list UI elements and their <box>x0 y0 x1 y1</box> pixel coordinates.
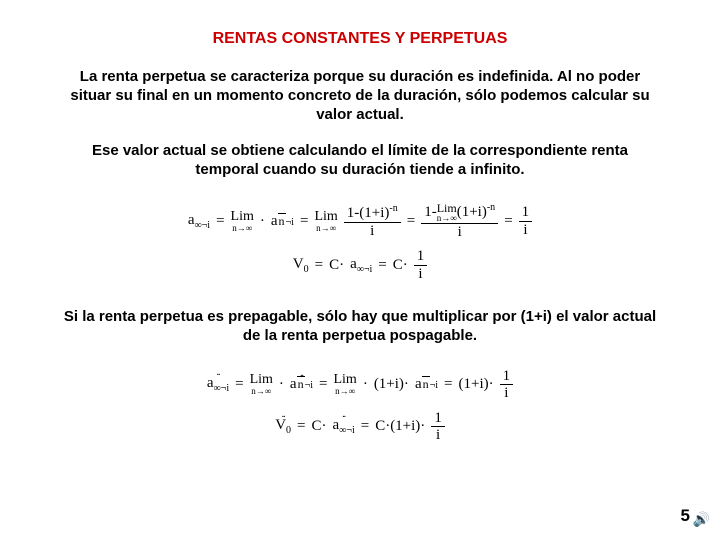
paragraph-1: La renta perpetua se caracteriza porque … <box>60 68 660 124</box>
paragraph-3: Si la renta perpetua es prepagable, sólo… <box>60 308 660 346</box>
formula-block-2: a∞¬i = Limn→∞ · an¬i = Limn→∞ · (1+i)· a… <box>60 364 660 448</box>
slide-title: RENTAS CONSTANTES Y PERPETUAS <box>60 30 660 48</box>
formula-2: V0 = C· a∞¬i = C· 1i <box>293 248 428 282</box>
speaker-icon: 🔊 <box>693 511 710 528</box>
formula-1: a∞¬i = Limn→∞ · an¬i = Limn→∞ 1-(1+i)-n … <box>188 202 532 241</box>
formula-4: V0 = C· a∞¬i = C·(1+i)· 1i <box>275 410 445 444</box>
slide-page: RENTAS CONSTANTES Y PERPETUAS La renta p… <box>0 0 720 490</box>
formula-3: a∞¬i = Limn→∞ · an¬i = Limn→∞ · (1+i)· a… <box>207 368 513 402</box>
formula-block-1: a∞¬i = Limn→∞ · an¬i = Limn→∞ 1-(1+i)-n … <box>60 198 660 287</box>
paragraph-2: Ese valor actual se obtiene calculando e… <box>60 142 660 180</box>
page-number: 5 <box>681 506 690 526</box>
